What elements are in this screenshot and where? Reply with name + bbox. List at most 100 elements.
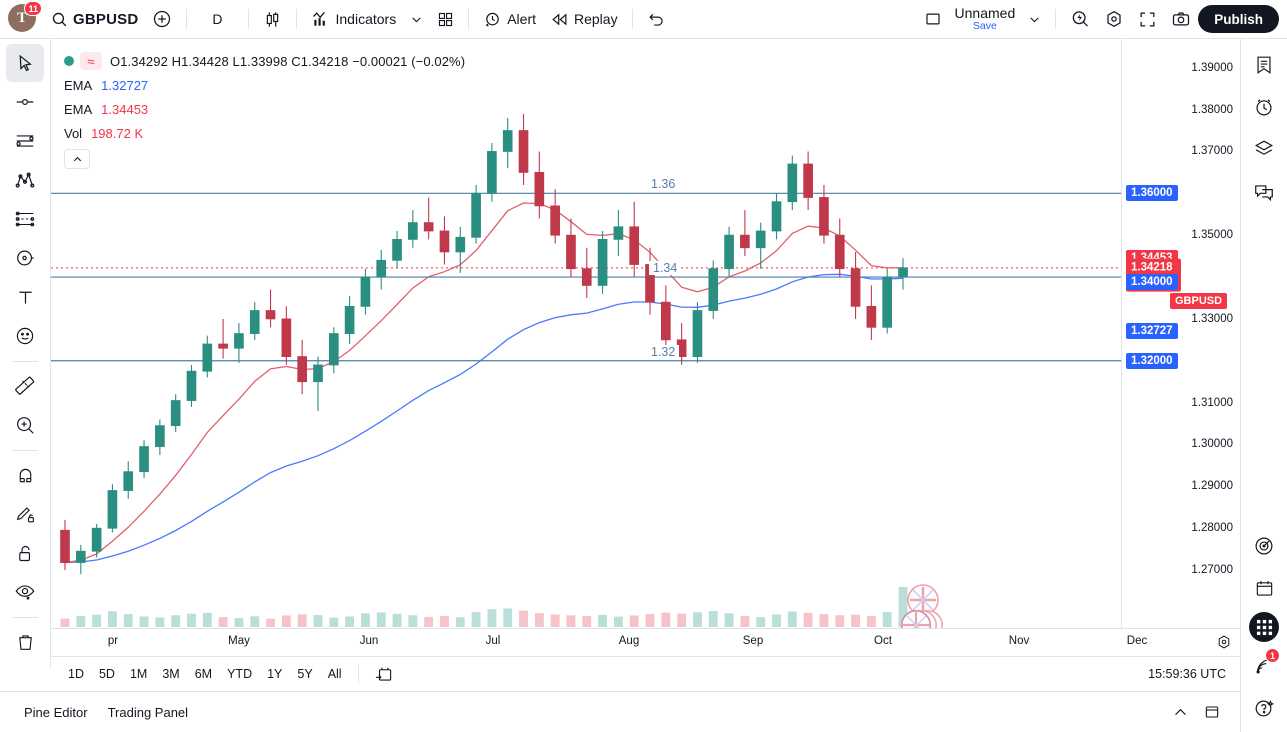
price-badge-ema-slow[interactable]: 1.32727 [1126, 323, 1178, 340]
layout-single-icon [924, 10, 942, 28]
chat-panel-button[interactable] [1246, 173, 1282, 209]
time-tick: Oct [874, 635, 892, 647]
hide-drawings-tool[interactable] [6, 573, 44, 611]
price-scale[interactable]: 1.39000 1.38000 1.37000 1.35000 1.33000 1.310… [1121, 39, 1240, 648]
legend-volume-row[interactable]: Vol 198.72 K [64, 121, 465, 145]
range-button-5d[interactable]: 5D [98, 667, 115, 681]
range-button-5y[interactable]: 5Y [297, 667, 313, 681]
fullscreen-button[interactable] [1131, 5, 1164, 33]
time-scale[interactable]: pr May Jun Jul Aug Sep Oct Nov Dec [51, 628, 1240, 656]
price-tick: 1.30000 [1191, 438, 1233, 451]
publish-button[interactable]: Publish [1198, 5, 1279, 33]
bottom-toolbar: 1D 5D 1M 3M 6M YTD 1Y 5Y All 15:59:36 UTC [51, 656, 1240, 691]
panel-maximize-button[interactable] [1198, 699, 1226, 725]
alert-button[interactable]: Alert [476, 5, 543, 33]
chart-settings-button[interactable] [1097, 5, 1131, 33]
range-button-all[interactable]: All [327, 667, 342, 681]
toolbar-divider [631, 9, 633, 29]
user-avatar[interactable]: T 11 [8, 1, 42, 34]
legend-ema-slow-row[interactable]: EMA 1.34453 [64, 97, 465, 121]
chart-style-button[interactable] [256, 5, 289, 33]
layout-dropdown-button[interactable] [1021, 5, 1048, 33]
go-to-date-icon [374, 665, 393, 684]
indicators-label: Indicators [335, 11, 397, 27]
apps-panel-button[interactable] [1249, 612, 1279, 642]
add-symbol-button[interactable] [145, 5, 179, 33]
drawing-mode-tool[interactable] [6, 495, 44, 533]
price-badge-support-134[interactable]: 1.34000 [1126, 274, 1178, 291]
alerts-panel-button[interactable] [1246, 89, 1282, 125]
legend-ema-fast-row[interactable]: EMA 1.32727 [64, 73, 465, 97]
horizontal-lines-tool[interactable] [6, 122, 44, 160]
templates-button[interactable] [430, 5, 461, 33]
ideas-panel-button[interactable] [1246, 528, 1282, 564]
brush-pattern-tool[interactable] [6, 239, 44, 277]
range-button-1d[interactable]: 1D [68, 667, 84, 681]
magnet-icon [15, 465, 36, 486]
indicators-dropdown-button[interactable] [403, 5, 430, 33]
range-button-1y[interactable]: 1Y [267, 667, 283, 681]
toolbar-divider [12, 361, 38, 362]
replay-button[interactable]: Replay [543, 5, 625, 33]
price-badge-resistance-136[interactable]: 1.36000 [1126, 185, 1178, 202]
time-tick: Sep [742, 635, 764, 647]
text-tool[interactable] [6, 278, 44, 316]
watchlist-panel-button[interactable] [1246, 47, 1282, 83]
interval-button[interactable]: D [194, 5, 240, 33]
bottom-panel: Pine Editor Trading Panel [0, 691, 1240, 732]
pitchfork-icon [14, 169, 36, 191]
timescale-settings-button[interactable] [1216, 634, 1232, 650]
undo-button[interactable] [640, 5, 673, 33]
magnifier-plus-icon [14, 414, 36, 436]
panel-expand-button[interactable] [1166, 699, 1194, 725]
indicators-button[interactable]: Indicators [304, 5, 404, 33]
chevron-down-icon [410, 13, 423, 26]
quick-search-button[interactable] [1063, 5, 1097, 33]
snapshot-button[interactable] [1164, 5, 1198, 33]
layout-name-label: Unnamed [954, 5, 1016, 22]
notifications-panel-button[interactable]: 1 [1246, 648, 1282, 684]
ohlc-values: O1.34292 H1.34428 L1.33998 C1.34218 −0.0… [110, 53, 466, 69]
layout-select-button[interactable] [917, 5, 949, 33]
measure-tool[interactable] [6, 367, 44, 405]
remove-drawings-tool[interactable] [6, 623, 44, 661]
session-clock: 15:59:36 UTC [1148, 667, 1226, 681]
toolbar-divider [186, 9, 188, 29]
legend-symbol-row[interactable]: ≈ O1.34292 H1.34428 L1.33998 C1.34218 −0… [64, 49, 465, 73]
calendar-panel-button[interactable] [1246, 570, 1282, 606]
lock-drawings-tool[interactable] [6, 534, 44, 572]
tab-trading-panel[interactable]: Trading Panel [107, 704, 189, 720]
tab-pine-editor[interactable]: Pine Editor [24, 704, 88, 720]
range-button-group: 1D 5D 1M 3M 6M YTD 1Y 5Y All [61, 663, 350, 685]
toolbar-divider [247, 9, 249, 29]
range-button-6m[interactable]: 6M [194, 667, 213, 681]
layout-name-button[interactable]: Unnamed Save [949, 6, 1022, 32]
layers-icon [1253, 138, 1275, 160]
layout-save-label: Save [972, 19, 997, 32]
fib-retracement-tool[interactable] [6, 200, 44, 238]
price-badge-support-132[interactable]: 1.32000 [1126, 352, 1178, 369]
symbol-search-button[interactable]: GBPUSD [44, 5, 145, 33]
time-tick: Aug [618, 635, 640, 647]
legend-collapse-button[interactable] [64, 149, 90, 169]
cursor-tool[interactable] [6, 44, 44, 82]
zoom-in-tool[interactable] [6, 406, 44, 444]
chart-legend: ≈ O1.34292 H1.34428 L1.33998 C1.34218 −0… [64, 49, 465, 169]
range-button-1m[interactable]: 1M [129, 667, 148, 681]
symbol-name: GBPUSD [73, 10, 139, 28]
indicator-value: 1.32727 [101, 77, 149, 93]
emoji-tool[interactable] [6, 317, 44, 355]
alert-label: Alert [507, 11, 536, 27]
range-button-3m[interactable]: 3M [162, 667, 180, 681]
chart-container[interactable]: 1.36 1.34 1.32 ≈ O1.34292 H1.34428 L1.3399… [51, 39, 1240, 656]
data-window-panel-button[interactable] [1246, 131, 1282, 167]
go-to-date-button[interactable] [367, 661, 400, 688]
magnet-tool[interactable] [6, 456, 44, 494]
help-panel-button[interactable] [1246, 690, 1282, 726]
range-button-ytd[interactable]: YTD [227, 667, 253, 681]
pitchfork-tool[interactable] [6, 161, 44, 199]
chart-plot-area[interactable]: 1.36 1.34 1.32 [51, 39, 1121, 628]
toolbar-divider [12, 450, 38, 451]
trend-line-tool[interactable] [6, 83, 44, 121]
